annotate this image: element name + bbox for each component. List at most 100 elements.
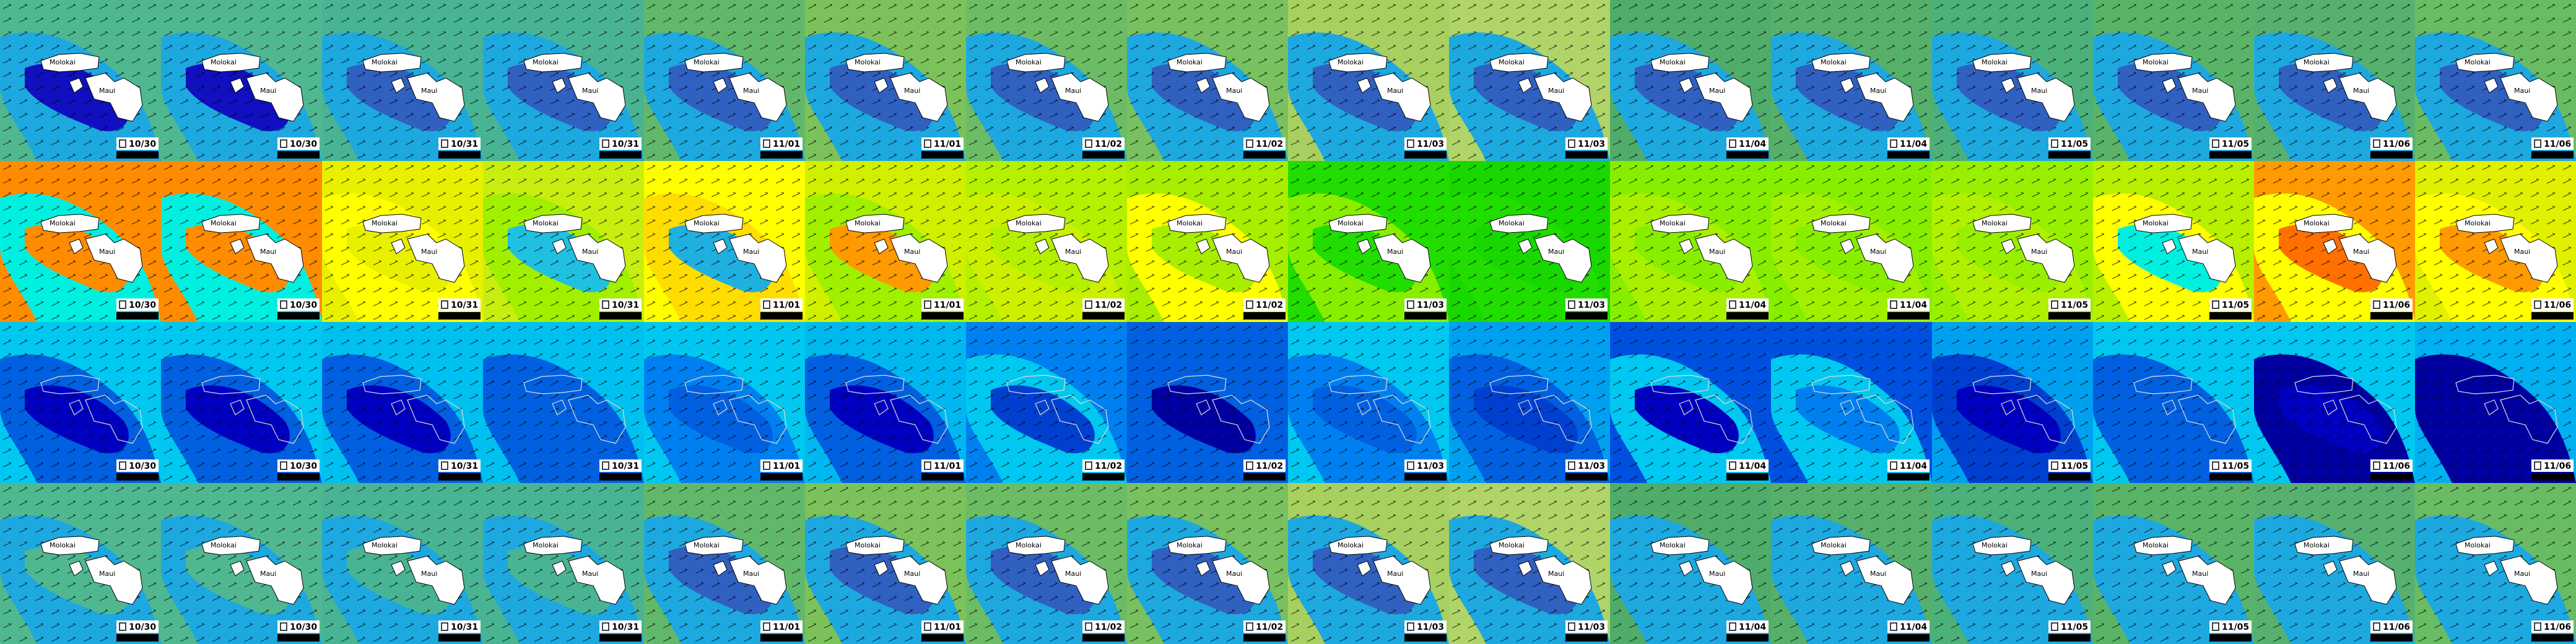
date-box xyxy=(1243,137,1286,150)
island xyxy=(1972,375,2032,394)
island-label: Maui xyxy=(2353,570,2369,578)
island xyxy=(2162,560,2177,577)
date-label: 11/04 xyxy=(1739,139,1766,149)
island-label: Molokai xyxy=(2465,219,2491,227)
map-tile: 10/31 xyxy=(322,322,483,483)
island xyxy=(2339,233,2397,283)
island-label: Maui xyxy=(1870,87,1886,95)
date-box xyxy=(2209,137,2252,150)
map-tile: Molokai Maui 11/04 xyxy=(1771,483,1932,644)
island xyxy=(69,238,84,255)
date-label: 11/04 xyxy=(1739,300,1766,310)
map-tile: Molokai Maui 11/02 xyxy=(966,0,1127,161)
island xyxy=(2178,72,2236,122)
footer-strip xyxy=(921,312,964,320)
map-tile: Molokai Maui 11/03 xyxy=(1288,0,1449,161)
island xyxy=(2484,399,2499,416)
island-label: Maui xyxy=(743,248,759,256)
clock-icon xyxy=(602,622,609,631)
island-label: Maui xyxy=(1065,248,1081,256)
island xyxy=(1006,53,1066,72)
date-box xyxy=(2370,137,2413,150)
map-tile: Molokai Maui 10/30 xyxy=(161,161,322,322)
island xyxy=(2339,72,2397,122)
clock-icon xyxy=(1085,622,1092,631)
date-label: 11/03 xyxy=(1578,622,1605,632)
map-tile: Molokai Maui 10/31 xyxy=(483,0,644,161)
island xyxy=(2339,394,2397,444)
date-box xyxy=(2048,459,2091,472)
island xyxy=(1972,53,2032,72)
island xyxy=(1695,394,1753,444)
clock-icon xyxy=(2212,139,2219,148)
island xyxy=(246,555,304,605)
island xyxy=(1534,555,1592,605)
island xyxy=(1328,536,1388,555)
island xyxy=(2294,214,2354,233)
map-tile: Molokai Maui 11/02 xyxy=(1127,0,1288,161)
map-tile: 11/02 xyxy=(966,322,1127,483)
date-label: 11/03 xyxy=(1578,300,1605,310)
clock-icon xyxy=(2534,622,2541,631)
date-label: 10/31 xyxy=(451,300,478,310)
map-tile: Molokai Maui 11/06 xyxy=(2415,161,2576,322)
clock-icon xyxy=(1246,461,1253,470)
island xyxy=(1695,555,1753,605)
island xyxy=(1534,394,1592,444)
island-label: Molokai xyxy=(1660,58,1686,66)
island xyxy=(40,375,100,394)
date-label: 11/04 xyxy=(1739,461,1766,471)
footer-strip xyxy=(599,473,642,481)
island-label: Maui xyxy=(260,87,276,95)
clock-icon xyxy=(1890,300,1897,309)
island xyxy=(1856,555,1914,605)
map-tile: Molokai Maui 11/02 xyxy=(1127,483,1288,644)
date-label: 11/05 xyxy=(2222,622,2249,632)
island-label: Molokai xyxy=(694,58,720,66)
island-label: Molokai xyxy=(1177,219,1203,227)
date-box xyxy=(2048,137,2091,150)
island xyxy=(69,399,84,416)
footer-strip xyxy=(277,151,320,159)
island-label: Molokai xyxy=(1660,219,1686,227)
footer-strip xyxy=(1887,151,1930,159)
clock-icon xyxy=(2051,139,2058,148)
island-label: Maui xyxy=(582,248,598,256)
island xyxy=(1167,53,1227,72)
island xyxy=(85,394,143,444)
date-box xyxy=(2370,298,2413,311)
clock-icon xyxy=(763,622,770,631)
island xyxy=(2133,375,2193,394)
island-label: Maui xyxy=(1548,87,1564,95)
island xyxy=(1489,214,1549,233)
clock-icon xyxy=(2534,139,2541,148)
clock-icon xyxy=(924,622,931,631)
date-label: 10/30 xyxy=(129,139,156,149)
map-tile: Molokai Maui 11/02 xyxy=(966,483,1127,644)
island xyxy=(1840,399,1855,416)
date-box xyxy=(1404,620,1447,633)
island xyxy=(729,233,787,283)
clock-icon xyxy=(2212,300,2219,309)
island xyxy=(1006,536,1066,555)
clock-icon xyxy=(924,300,931,309)
island-label: Maui xyxy=(1709,248,1725,256)
island-label: Maui xyxy=(99,87,115,95)
map-tile: 11/06 xyxy=(2415,322,2576,483)
date-box xyxy=(2209,298,2252,311)
date-box xyxy=(1082,298,1125,311)
date-box xyxy=(277,137,320,150)
map-tile: Molokai Maui 11/02 xyxy=(1127,161,1288,322)
map-tile: Molokai Maui 11/05 xyxy=(2093,161,2254,322)
island-label: Molokai xyxy=(1177,541,1203,549)
map-tile: Molokai Maui 10/31 xyxy=(483,161,644,322)
island xyxy=(391,399,406,416)
island xyxy=(713,77,728,94)
island-label: Molokai xyxy=(2304,219,2330,227)
date-label: 10/30 xyxy=(129,300,156,310)
footer-strip xyxy=(116,634,159,642)
island xyxy=(201,53,261,72)
date-box xyxy=(2531,459,2574,472)
island xyxy=(1035,560,1050,577)
clock-icon xyxy=(1407,139,1414,148)
